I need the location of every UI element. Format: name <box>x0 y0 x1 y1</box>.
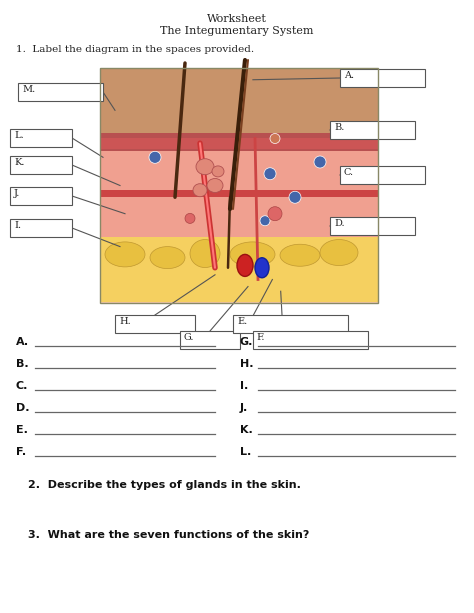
Text: G.: G. <box>240 337 254 347</box>
Text: 3.  What are the seven functions of the skin?: 3. What are the seven functions of the s… <box>28 530 310 540</box>
Text: E.: E. <box>237 317 248 326</box>
Bar <box>100 68 378 303</box>
Ellipse shape <box>280 244 320 266</box>
Text: J.: J. <box>14 189 20 198</box>
Text: D.: D. <box>16 403 29 413</box>
Ellipse shape <box>207 178 223 192</box>
Ellipse shape <box>320 240 358 265</box>
Text: D.: D. <box>334 219 345 228</box>
Text: H.: H. <box>119 317 131 326</box>
Text: J.: J. <box>240 403 248 413</box>
Bar <box>180 331 240 349</box>
Bar <box>100 138 378 149</box>
Ellipse shape <box>230 242 275 267</box>
Ellipse shape <box>150 246 185 268</box>
Text: A.: A. <box>344 71 354 80</box>
Ellipse shape <box>105 242 145 267</box>
Bar <box>18 83 103 101</box>
Text: B.: B. <box>16 359 28 369</box>
Text: F.: F. <box>257 333 265 342</box>
Bar <box>100 133 378 151</box>
Bar <box>340 69 425 87</box>
Circle shape <box>289 191 301 204</box>
Circle shape <box>149 151 161 163</box>
Bar <box>10 156 72 174</box>
Bar <box>100 138 378 243</box>
Bar <box>100 68 378 303</box>
Text: M.: M. <box>22 85 35 94</box>
Circle shape <box>264 168 276 180</box>
Text: C.: C. <box>16 381 28 391</box>
Circle shape <box>314 156 326 168</box>
Text: L.: L. <box>240 447 251 457</box>
Text: I.: I. <box>14 221 21 230</box>
Bar <box>10 187 72 205</box>
Ellipse shape <box>255 257 269 278</box>
Bar <box>100 68 378 138</box>
Text: A.: A. <box>16 337 29 347</box>
Circle shape <box>185 213 195 223</box>
Text: E.: E. <box>16 425 28 435</box>
Text: F.: F. <box>16 447 26 457</box>
Circle shape <box>268 207 282 221</box>
Ellipse shape <box>237 254 253 276</box>
Ellipse shape <box>196 159 214 175</box>
Text: I.: I. <box>240 381 248 391</box>
Bar <box>340 166 425 184</box>
Text: Worksheet: Worksheet <box>207 14 267 24</box>
Bar <box>100 237 378 302</box>
Circle shape <box>260 216 270 226</box>
Text: K.: K. <box>14 158 25 167</box>
Text: H.: H. <box>240 359 254 369</box>
Bar <box>330 121 415 139</box>
Ellipse shape <box>190 240 220 267</box>
Text: B.: B. <box>334 123 345 132</box>
Bar <box>10 219 72 237</box>
Text: The Integumentary System: The Integumentary System <box>160 26 314 36</box>
Bar <box>330 217 415 235</box>
Bar <box>253 331 368 349</box>
Bar <box>10 129 72 147</box>
Bar <box>100 190 378 197</box>
Text: C.: C. <box>344 168 354 177</box>
Bar <box>233 315 348 333</box>
Text: 2.  Describe the types of glands in the skin.: 2. Describe the types of glands in the s… <box>28 480 301 490</box>
Circle shape <box>270 134 280 143</box>
Text: K.: K. <box>240 425 253 435</box>
Bar <box>115 315 195 333</box>
Text: L.: L. <box>14 131 24 140</box>
Ellipse shape <box>193 184 207 197</box>
Text: G.: G. <box>184 333 194 342</box>
Ellipse shape <box>212 166 224 177</box>
Text: 1.  Label the diagram in the spaces provided.: 1. Label the diagram in the spaces provi… <box>16 45 254 54</box>
